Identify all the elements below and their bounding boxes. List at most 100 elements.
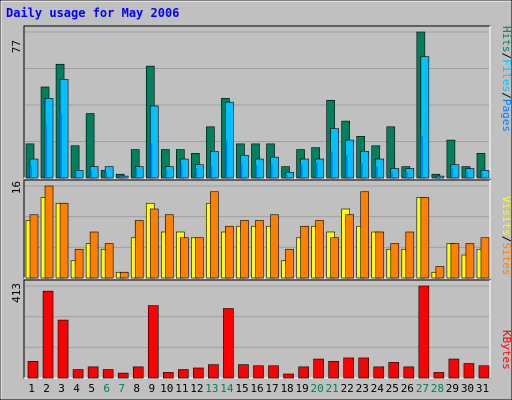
bar-pages [75, 172, 78, 178]
top-ymax-label: 77 [10, 40, 23, 53]
day-label: 9 [148, 382, 155, 395]
day-label: 15 [235, 382, 248, 395]
bar-sites [89, 231, 99, 279]
bar-sites [164, 214, 174, 279]
day-label: 24 [371, 382, 385, 395]
series-axis-label-part: KBytes [500, 330, 512, 370]
bar-kbytes [328, 360, 339, 379]
bar-sites [450, 243, 460, 279]
bar-kbytes [42, 290, 54, 379]
bot-ymax-label: 413 [10, 283, 23, 303]
day-label: 25 [386, 382, 399, 395]
bar-pages [390, 172, 393, 178]
bar-pages [420, 136, 423, 178]
bar-pages [90, 170, 93, 178]
bar-pages [60, 113, 63, 178]
day-label: 2 [43, 382, 50, 395]
day-label: 21 [326, 382, 339, 395]
day-label: 18 [280, 382, 293, 395]
bar-kbytes [343, 357, 354, 379]
day-label: 13 [205, 382, 218, 395]
bar-sites [149, 208, 159, 279]
day-labels: 1 2 3 4 5 6 7 8 9 10 11 12 13 14 15 16 17 18 19 20 21 22 23 24 2… [28, 382, 489, 395]
bar-files [149, 105, 159, 179]
day-label: 27 [416, 382, 429, 395]
day-label: 3 [58, 382, 65, 395]
day-label: 5 [88, 382, 95, 395]
bar-pages [480, 172, 483, 178]
bar-kbytes [117, 372, 129, 379]
day-label: 11 [175, 382, 188, 395]
bar-sites [435, 266, 445, 279]
bar-files [210, 151, 219, 179]
bar-sites [29, 214, 39, 279]
series-axis-labels: Hits/Files/Pages Visits/Sites KBytes [500, 26, 512, 370]
day-label: 31 [476, 382, 489, 395]
bar-sites [300, 225, 309, 279]
day-label: 12 [190, 382, 203, 395]
day-label: 17 [265, 382, 278, 395]
mid-ymax-label: 16 [10, 181, 23, 194]
bar-kbytes [418, 285, 430, 379]
series-axis-label-part: / [500, 236, 512, 243]
bar-pages [465, 172, 468, 178]
kbytes-panel [23, 279, 491, 379]
bar-pages [165, 170, 168, 178]
day-label: 30 [461, 382, 474, 395]
bar-sites [74, 248, 84, 279]
day-label: 6 [103, 382, 110, 395]
bar-pages [45, 124, 48, 178]
bar-kbytes [298, 366, 309, 379]
day-label: 28 [431, 382, 444, 395]
day-label: 8 [133, 382, 140, 395]
bar-kbytes [178, 369, 189, 379]
bar-sites [240, 220, 249, 279]
bar-sites [180, 237, 189, 279]
bar-pages [255, 164, 258, 178]
bar-kbytes [268, 365, 279, 379]
bar-pages [330, 151, 333, 178]
plot-area [23, 279, 491, 379]
series-axis-label: Visits/Sites [500, 196, 512, 276]
bar-sites [210, 191, 219, 279]
bar-kbytes [162, 372, 174, 379]
bar-kbytes [358, 357, 370, 379]
bar-kbytes [433, 372, 445, 379]
day-label: 19 [295, 382, 308, 395]
bar-sites [225, 225, 234, 279]
bar-kbytes [72, 369, 84, 379]
day-label: 29 [446, 382, 459, 395]
series-axis-label-part: Hits [500, 26, 512, 53]
bar-pages [270, 164, 273, 178]
bar-pages [315, 162, 318, 178]
series-axis-label: KBytes [500, 330, 512, 370]
bar-pages [300, 164, 303, 178]
bar-pages [180, 164, 183, 178]
bar-kbytes [208, 364, 219, 379]
bar-pages [195, 168, 198, 178]
day-label: 22 [341, 382, 354, 395]
series-axis-label-part: Sites [500, 242, 512, 275]
day-label: 4 [73, 382, 80, 395]
bar-sites [420, 197, 430, 279]
bar-sites [255, 220, 264, 279]
series-axis-label: Hits/Files/Pages [500, 26, 512, 132]
bar-sites [330, 237, 339, 279]
bar-pages [120, 176, 123, 178]
bar-sites [315, 220, 324, 279]
bar-pages [360, 162, 363, 178]
day-label: 7 [118, 382, 125, 395]
series-axis-label-part: Files [500, 59, 512, 92]
bar-files [420, 56, 430, 179]
bar-kbytes [403, 366, 415, 379]
bar-pages [240, 162, 243, 178]
bar-kbytes [132, 366, 144, 379]
bar-sites [345, 214, 354, 279]
day-label: 14 [220, 382, 234, 395]
bar-kbytes [223, 308, 234, 379]
bar-kbytes [283, 373, 294, 379]
series-axis-label-part: Pages [500, 99, 512, 132]
day-label: 16 [250, 382, 263, 395]
day-label: 20 [311, 382, 324, 395]
